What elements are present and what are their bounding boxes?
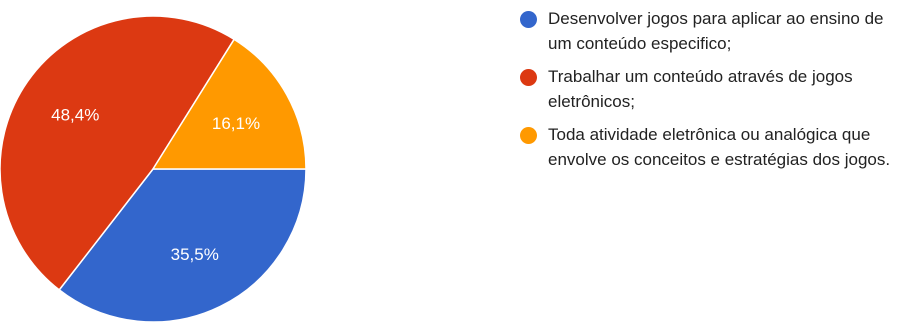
legend-label: Trabalhar um conteúdo através de jogos e… (548, 67, 853, 111)
slice-value-label: 35,5% (171, 245, 219, 264)
slice-value-label: 16,1% (212, 114, 260, 133)
legend-item: Trabalhar um conteúdo através de jogos e… (520, 64, 900, 114)
legend-item: Desenvolver jogos para aplicar ao ensino… (520, 6, 900, 56)
legend-label: Toda atividade eletrônica ou analógica q… (548, 125, 891, 169)
legend-swatch (520, 11, 537, 28)
pie-slice (151, 38, 307, 170)
chart-legend: Desenvolver jogos para aplicar ao ensino… (520, 6, 900, 180)
pie-chart-plot: 35,5% 48,4% 16,1% (0, 15, 307, 323)
legend-swatch (520, 127, 537, 144)
pie-slice (58, 168, 307, 323)
pie-slice (0, 15, 236, 291)
legend-item: Toda atividade eletrônica ou analógica q… (520, 122, 900, 172)
legend-swatch (520, 69, 537, 86)
slice-value-label: 48,4% (51, 106, 99, 125)
legend-label: Desenvolver jogos para aplicar ao ensino… (548, 9, 884, 53)
